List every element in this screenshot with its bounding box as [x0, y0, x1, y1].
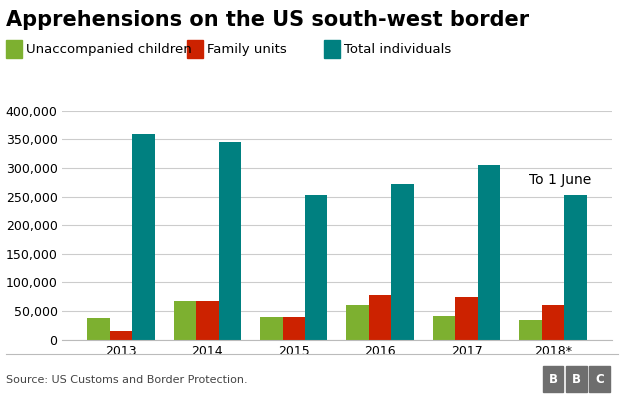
Bar: [283, 317, 305, 340]
Bar: [369, 295, 391, 340]
Text: B: B: [548, 372, 558, 386]
Bar: [433, 316, 456, 340]
Bar: [564, 195, 587, 340]
Bar: [196, 301, 218, 340]
Bar: [173, 301, 196, 340]
Bar: [110, 331, 132, 340]
Bar: [260, 317, 283, 340]
Bar: [218, 142, 241, 340]
Bar: [132, 134, 155, 340]
Text: Total individuals: Total individuals: [344, 43, 452, 56]
Text: Unaccompanied children: Unaccompanied children: [26, 43, 192, 56]
Text: C: C: [595, 372, 604, 386]
Bar: [478, 165, 500, 340]
Bar: [519, 320, 542, 340]
Bar: [456, 297, 478, 340]
Bar: [305, 195, 328, 340]
Bar: [542, 305, 564, 340]
Text: To 1 June: To 1 June: [529, 173, 591, 188]
Text: Family units: Family units: [207, 43, 287, 56]
Bar: [87, 318, 110, 340]
Text: Apprehensions on the US south-west border: Apprehensions on the US south-west borde…: [6, 10, 529, 30]
Bar: [391, 184, 414, 340]
Bar: [346, 305, 369, 340]
Text: Source: US Customs and Border Protection.: Source: US Customs and Border Protection…: [6, 375, 248, 385]
Text: B: B: [572, 372, 581, 386]
